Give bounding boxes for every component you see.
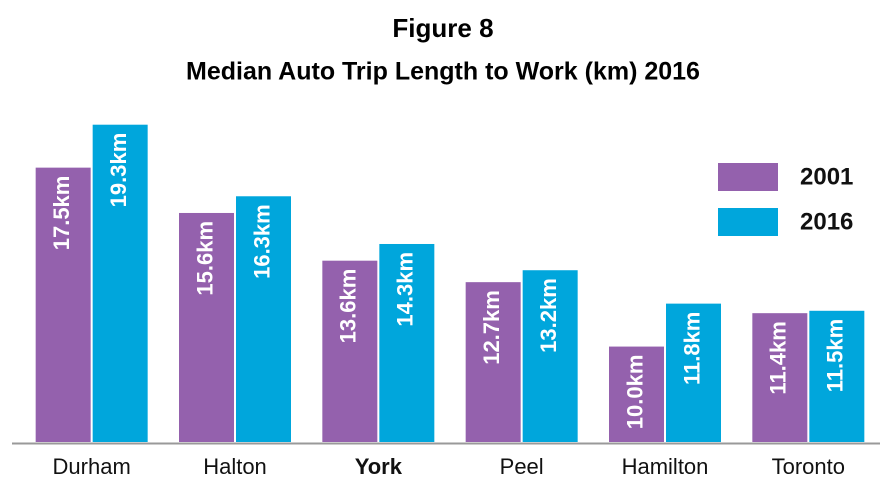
x-tick-label: Hamilton [622,454,709,479]
bar [35,167,91,442]
value-label: 19.3km [106,133,131,208]
bar [522,270,578,442]
legend-label: 2001 [800,163,853,190]
bar [666,303,721,442]
value-label: 10.0km [622,355,647,430]
legend-label: 2016 [800,208,853,235]
value-label: 13.6km [336,269,361,344]
legend-swatch [718,208,778,236]
x-tick-label: York [355,454,403,479]
value-label: 16.3km [249,204,274,279]
x-tick-label: Durham [53,454,131,479]
value-label: 11.5km [823,319,848,392]
value-label: 11.8km [679,312,704,385]
bar [809,310,865,442]
bar [752,313,808,442]
value-label: 11.4km [766,321,791,394]
value-label: 12.7km [479,290,504,365]
value-label: 17.5km [49,176,74,251]
bar [236,196,291,442]
x-tick-label: Halton [203,454,267,479]
legend-swatch [718,163,778,191]
x-tick-label: Toronto [772,454,845,479]
bar [465,282,521,442]
bar [322,260,378,442]
bar [92,124,148,442]
value-label: 14.3km [393,252,418,327]
value-label: 13.2km [536,278,561,353]
bar [179,212,234,442]
bar [609,346,664,442]
bar [379,243,435,442]
value-label: 15.6km [192,221,217,296]
chart-subtitle: Median Auto Trip Length to Work (km) 201… [186,58,700,86]
x-tick-label: Peel [500,454,544,479]
chart-title: Figure 8 [392,13,493,43]
